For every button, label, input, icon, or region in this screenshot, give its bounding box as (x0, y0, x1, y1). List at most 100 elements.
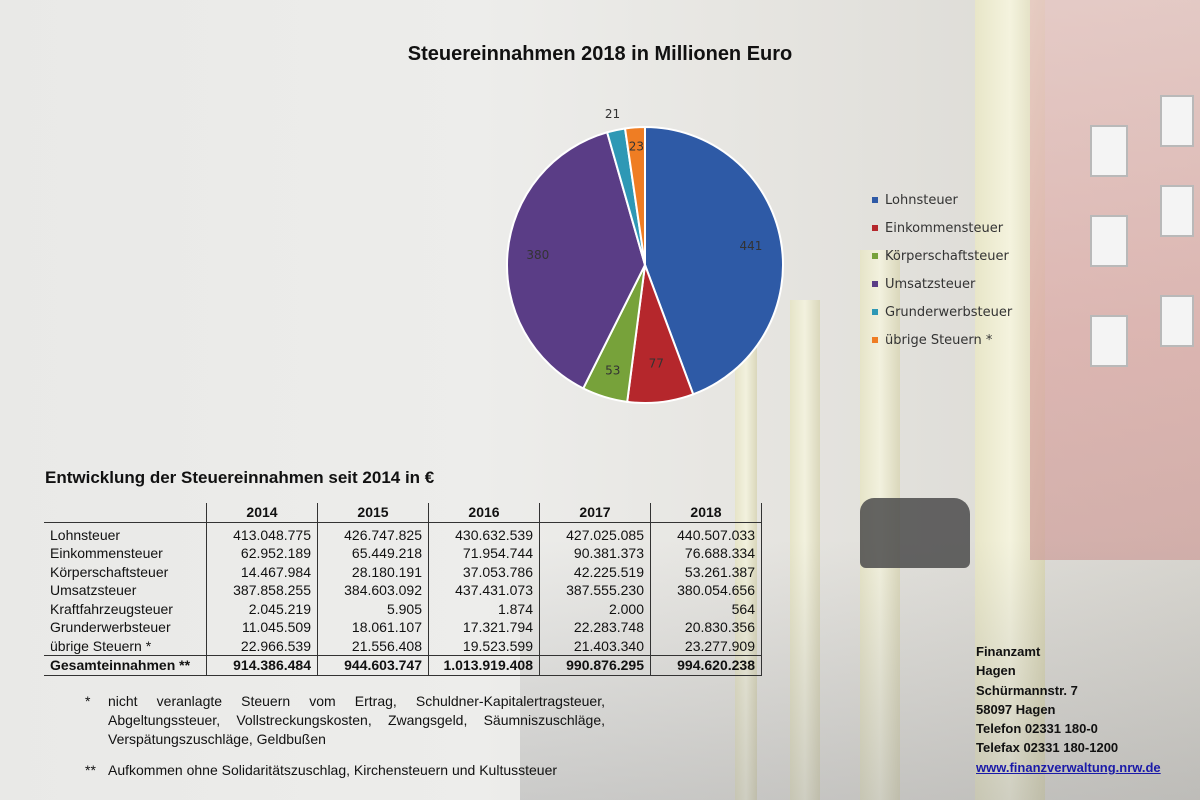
chart-legend: Lohnsteuer Einkommensteuer Körperschaftste… (872, 186, 1012, 354)
column-header: 2018 (650, 503, 762, 523)
table-cell: 2.045.219 (206, 599, 318, 618)
legend-item: übrige Steuern * (872, 326, 1012, 354)
building-window (1090, 315, 1128, 367)
data-label: 441 (739, 239, 762, 253)
column-header: 2016 (428, 503, 540, 523)
legend-item: Einkommensteuer (872, 214, 1012, 242)
legend-swatch (872, 281, 878, 287)
total-cell: 994.620.238 (650, 655, 762, 676)
table-cell: 42.225.519 (539, 562, 651, 581)
table-cell: 19.523.599 (428, 636, 540, 656)
pie-chart: 441 77 53 380 21 23 (506, 107, 784, 404)
row-label: Grunderwerbsteuer (44, 618, 207, 637)
total-cell: 944.603.747 (317, 655, 429, 676)
table-row: Grunderwerbsteuer 11.045.509 18.061.107 … (44, 618, 762, 637)
total-cell: 990.876.295 (539, 655, 651, 676)
footnote-text: Aufkommen ohne Solidaritätszuschlag, Kir… (108, 762, 558, 778)
legend-item: Körperschaftsteuer (872, 242, 1012, 270)
table-cell: 76.688.334 (650, 544, 762, 563)
contact-block: Finanzamt Hagen Schürmannstr. 7 58097 Ha… (976, 642, 1161, 777)
row-label: übrige Steuern * (44, 636, 207, 656)
table-cell: 21.403.340 (539, 636, 651, 656)
legend-label: Einkommensteuer (885, 220, 1004, 236)
footnote-mark: * (85, 693, 91, 709)
table-cell: 387.555.230 (539, 581, 651, 600)
table-cell: 426.747.825 (317, 522, 429, 544)
contact-line: Finanzamt (976, 644, 1041, 659)
pie-slice-übrige-steuern (623, 125, 646, 266)
tax-revenue-table: 2014 2015 2016 2017 2018 Lohnsteuer 413.… (44, 503, 762, 676)
table-cell: 430.632.539 (428, 522, 540, 544)
table-title: Entwicklung der Steuereinnahmen seit 201… (45, 468, 435, 487)
legend-label: Grunderwerbsteuer (885, 304, 1013, 320)
row-label: Körperschaftsteuer (44, 562, 207, 581)
table-cell: 20.830.356 (650, 618, 762, 637)
footnotes: * nicht veranlagte Steuern vom Ertrag, S… (85, 692, 605, 792)
table-row: Einkommensteuer 62.952.189 65.449.218 71… (44, 544, 762, 563)
table-cell: 62.952.189 (206, 544, 318, 563)
footnote: ** Aufkommen ohne Solidaritätszuschlag, … (85, 761, 605, 780)
contact-line: Telefax 02331 180-1200 (976, 740, 1119, 756)
contact-line: Telefon 02331 180-0 (976, 721, 1098, 737)
footnote: * nicht veranlagte Steuern vom Ertrag, S… (85, 692, 605, 749)
table-cell: 21.556.408 (317, 636, 429, 656)
table-row: Kraftfahrzeugsteuer 2.045.219 5.905 1.87… (44, 599, 762, 618)
table-cell: 384.603.092 (317, 581, 429, 600)
legend-label: übrige Steuern * (885, 332, 993, 348)
table-header-row: 2014 2015 2016 2017 2018 (44, 503, 762, 523)
legend-swatch (872, 225, 878, 231)
table-cell: 14.467.984 (206, 562, 318, 581)
column-header: 2014 (206, 503, 318, 523)
table-cell: 2.000 (539, 599, 651, 618)
data-label: 23 (629, 140, 644, 154)
table-cell: 380.054.656 (650, 581, 762, 600)
row-label: Umsatzsteuer (44, 581, 207, 600)
footnote-mark: ** (85, 762, 96, 778)
table-cell: 564 (650, 599, 762, 618)
table-cell: 5.905 (317, 599, 429, 618)
total-label: Gesamteinnahmen ** (44, 655, 207, 676)
legend-item: Lohnsteuer (872, 186, 1012, 214)
table-cell: 53.261.387 (650, 562, 762, 581)
table-cell: 22.966.539 (206, 636, 318, 656)
table-cell: 90.381.373 (539, 544, 651, 563)
total-cell: 914.386.484 (206, 655, 318, 676)
building-facade (1030, 0, 1200, 560)
legend-item: Umsatzsteuer (872, 270, 1012, 298)
column-header: 2015 (317, 503, 429, 523)
building-window (1160, 95, 1194, 147)
table-total-row: Gesamteinnahmen ** 914.386.484 944.603.7… (44, 655, 762, 676)
table-cell: 437.431.073 (428, 581, 540, 600)
contact-line: 58097 Hagen (976, 701, 1056, 717)
row-label: Kraftfahrzeugsteuer (44, 599, 207, 618)
row-header-cell (44, 503, 207, 523)
data-label: 21 (605, 107, 620, 121)
row-label: Einkommensteuer (44, 544, 207, 563)
contact-line: Hagen (976, 663, 1016, 679)
table-cell: 23.277.909 (650, 636, 762, 656)
column-header: 2017 (539, 503, 651, 523)
legend-label: Lohnsteuer (885, 192, 958, 208)
parked-car (860, 498, 970, 568)
table-cell: 413.048.775 (206, 522, 318, 544)
table-row: Lohnsteuer 413.048.775 426.747.825 430.6… (44, 522, 762, 544)
row-label: Lohnsteuer (44, 522, 207, 544)
building-window (1090, 125, 1128, 177)
building-window (1160, 185, 1194, 237)
legend-swatch (872, 309, 878, 315)
legend-item: Grunderwerbsteuer (872, 298, 1012, 326)
building-window (1160, 295, 1194, 347)
table-cell: 427.025.085 (539, 522, 651, 544)
legend-swatch (872, 253, 878, 259)
table-cell: 387.858.255 (206, 581, 318, 600)
table-cell: 1.874 (428, 599, 540, 618)
table-cell: 440.507.033 (650, 522, 762, 544)
legend-swatch (872, 197, 878, 203)
footnote-text: nicht veranlagte Steuern vom Ertrag, Sch… (108, 693, 605, 747)
data-label: 53 (605, 364, 620, 378)
contact-line: Schürmannstr. 7 (976, 682, 1078, 698)
table-cell: 65.449.218 (317, 544, 429, 563)
legend-label: Umsatzsteuer (885, 276, 976, 292)
website-link[interactable]: www.finanzverwaltung.nrw.de (976, 759, 1161, 775)
pie-slice-umsatzsteuer (506, 131, 647, 390)
